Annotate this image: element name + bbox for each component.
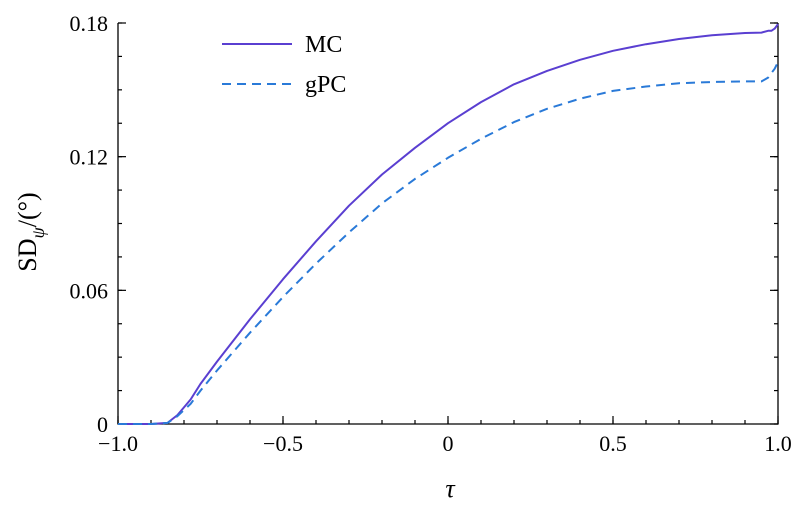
y-tick-label: 0.12: [70, 145, 109, 170]
y-axis-title-unit: /(°): [13, 192, 42, 227]
y-tick-label: 0.06: [70, 278, 109, 303]
legend-label-gpc: gPC: [305, 72, 346, 98]
legend: MC gPC: [222, 32, 346, 98]
legend-label-mc: MC: [305, 32, 342, 58]
x-tick-label: −0.5: [263, 431, 303, 456]
x-tick-label: 0.5: [599, 431, 627, 456]
y-axis-title: SDψ/(°): [13, 192, 48, 271]
x-axis-title: τ: [445, 474, 456, 503]
y-tick-label: 0: [97, 412, 108, 437]
y-axis-title-subscript: ψ: [28, 226, 48, 238]
ticks: −1.0 −0.5 0 0.5 1.0 0 0.06 0.12 0.18: [70, 11, 792, 456]
x-tick-label: 0: [443, 431, 454, 456]
series-line-mc: [118, 23, 779, 425]
series-line-gpc: [118, 61, 779, 425]
x-tick-label: 1.0: [764, 431, 792, 456]
x-tick-label: −1.0: [98, 431, 138, 456]
y-tick-label: 0.18: [70, 11, 109, 36]
series-lines: [118, 23, 779, 425]
y-axis-title-main: SD: [13, 238, 42, 271]
